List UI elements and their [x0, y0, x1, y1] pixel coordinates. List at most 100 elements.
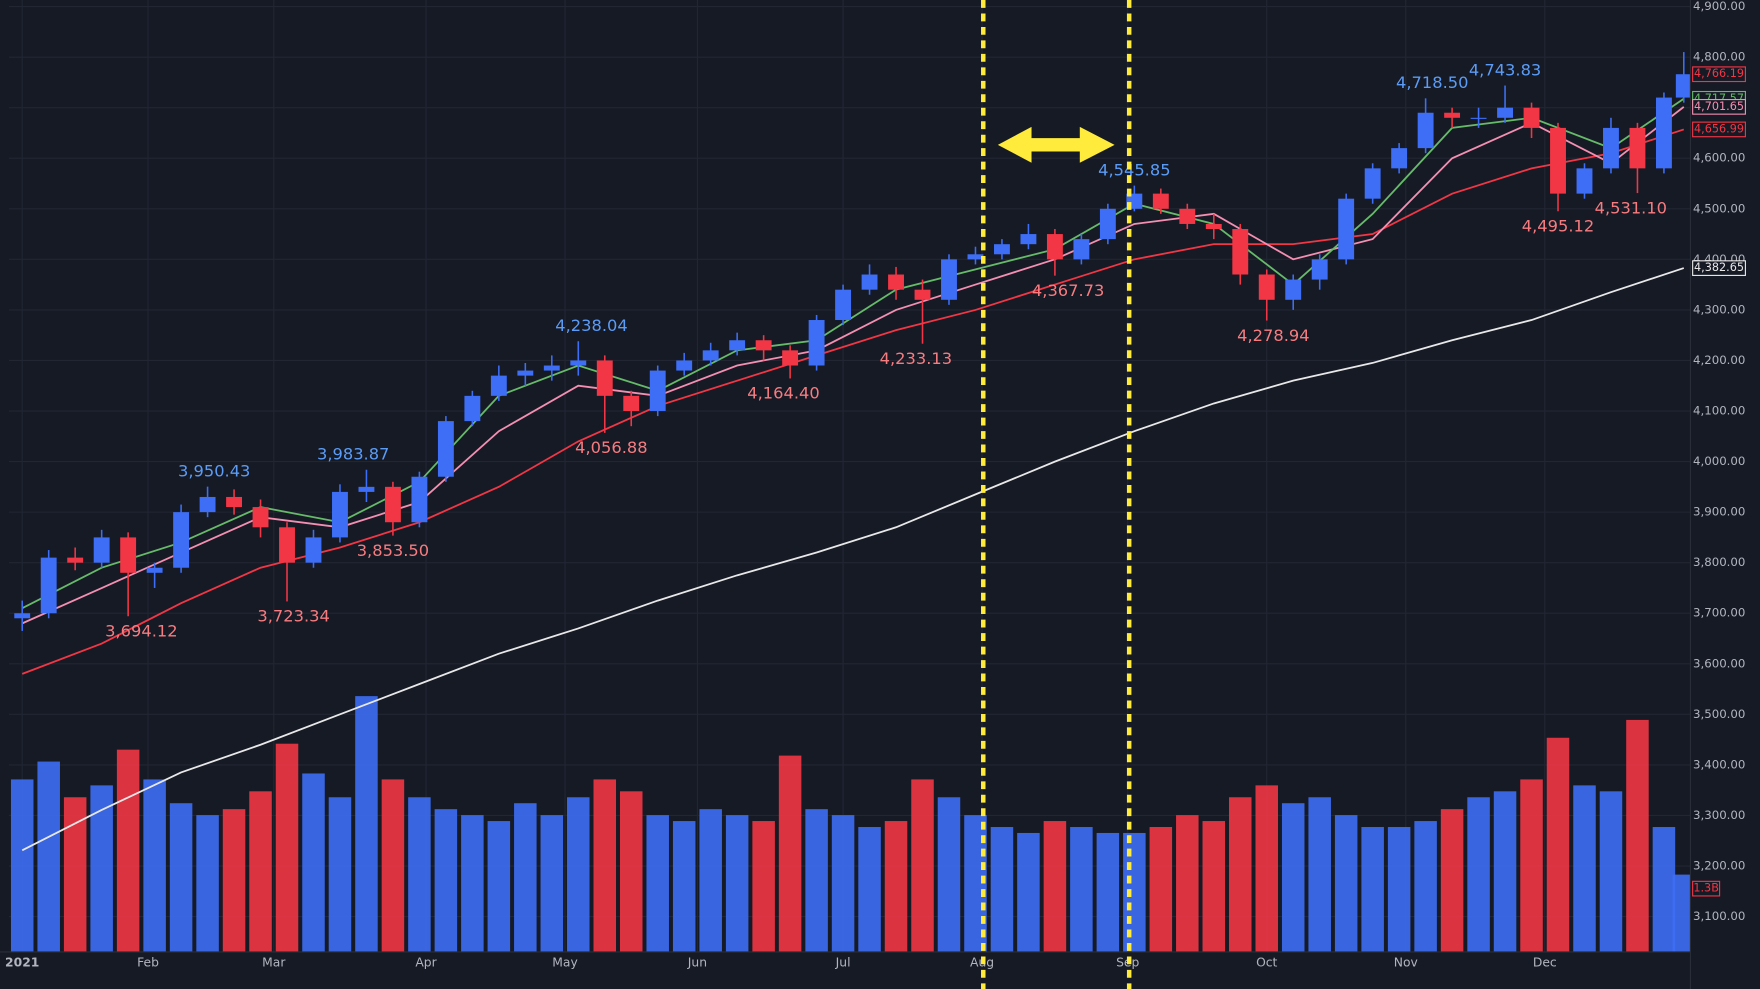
- high-label: 3,950.43: [178, 462, 250, 481]
- candle-body: [173, 512, 190, 568]
- candle-body: [1391, 148, 1408, 169]
- low-label: 4,233.13: [880, 349, 952, 368]
- volume-bar: [805, 809, 828, 952]
- x-tick-label: Jul: [835, 956, 851, 970]
- candle-body: [1417, 112, 1434, 149]
- volume-bar: [593, 779, 617, 952]
- candle-body: [226, 496, 242, 508]
- candle-body: [861, 274, 878, 290]
- candle-body: [1152, 193, 1169, 209]
- candle-body: [994, 244, 1010, 255]
- low-label: 4,164.40: [747, 384, 819, 403]
- candle-body: [782, 350, 799, 366]
- x-tick-label: May: [552, 956, 577, 970]
- moving-average-line: [21, 128, 1685, 675]
- price-label-box: [1692, 98, 1746, 115]
- low-label: 4,056.88: [575, 438, 647, 457]
- volume-bar: [169, 803, 193, 952]
- candle-body: [40, 557, 57, 614]
- volume-bar: [1308, 797, 1331, 952]
- price-label-box: [1692, 260, 1746, 276]
- volume-bar: [1229, 797, 1252, 952]
- candle-body: [623, 395, 640, 412]
- volume-bar: [1493, 791, 1517, 952]
- candle-body: [1576, 168, 1593, 194]
- x-tick-label: Feb: [137, 956, 159, 970]
- candle-body: [1046, 234, 1063, 260]
- candle-body: [755, 340, 772, 351]
- volume-bar: [434, 809, 458, 952]
- price-label: 4,382.65: [1694, 261, 1744, 274]
- candle-body: [1179, 208, 1196, 224]
- volume-bar: [752, 821, 775, 952]
- low-label: 4,495.12: [1522, 216, 1594, 235]
- volume-bar: [1573, 785, 1596, 952]
- candle-body: [888, 274, 904, 290]
- y-tick-label: 3,200.00: [1693, 859, 1745, 873]
- candle-body: [729, 340, 746, 351]
- x-tick-label: Oct: [1256, 956, 1277, 970]
- volume-bar: [514, 803, 537, 952]
- x-tick-label: Mar: [262, 956, 286, 970]
- y-tick-label: 4,000.00: [1693, 454, 1745, 468]
- double-arrow: [997, 126, 1115, 163]
- volume-bar: [567, 797, 590, 952]
- y-tick-label: 3,400.00: [1693, 757, 1745, 771]
- candle-body: [1675, 74, 1692, 98]
- price-label-box: [1692, 121, 1746, 138]
- candle-body: [676, 360, 693, 371]
- candle-body: [543, 365, 560, 371]
- volume-label-box: [1692, 880, 1721, 897]
- volume-bar: [63, 797, 87, 952]
- candle-body: [1470, 117, 1487, 119]
- candle-body: [384, 486, 401, 523]
- low-label: 4,367.73: [1032, 281, 1104, 300]
- volume-bar: [381, 779, 405, 952]
- volume-bar: [937, 797, 961, 952]
- volume-bar: [672, 821, 696, 952]
- candle-body: [1285, 279, 1302, 300]
- candle-body: [1020, 234, 1037, 245]
- y-tick-label: 3,100.00: [1693, 909, 1745, 923]
- y-tick-label: 3,900.00: [1693, 505, 1745, 519]
- volume-bar: [646, 815, 669, 952]
- candle-body: [252, 507, 269, 528]
- annotation-overlay: [981, 0, 1132, 989]
- candle-body: [146, 567, 163, 573]
- volume-bar: [1520, 779, 1543, 952]
- volume-bar: [1070, 827, 1093, 952]
- y-tick-label: 4,800.00: [1693, 50, 1745, 64]
- high-label: 4,718.50: [1396, 73, 1468, 92]
- low-label: 3,694.12: [105, 621, 177, 640]
- volume-bar: [778, 755, 802, 952]
- volume-bar: [196, 815, 219, 952]
- candle-body: [1311, 259, 1328, 280]
- volume-bar: [408, 797, 431, 952]
- price-label: 4,656.99: [1694, 122, 1744, 135]
- y-tick-label: 3,700.00: [1693, 606, 1745, 620]
- candle-body: [1444, 112, 1461, 118]
- low-label: 4,278.94: [1237, 326, 1309, 345]
- volume-bar: [1546, 737, 1570, 952]
- candle-body: [1550, 127, 1566, 194]
- volume-bar: [487, 821, 511, 952]
- volume-bar: [1440, 809, 1464, 952]
- y-tick-label: 4,600.00: [1693, 151, 1745, 165]
- candle-body: [120, 537, 137, 573]
- candle-body: [1629, 127, 1646, 169]
- candle-body: [464, 395, 481, 422]
- axes: 3,100.00 3,200.00 3,300.00 3,400.00 3,500.00…: [5, 0, 1746, 970]
- candle-body: [941, 259, 957, 300]
- high-label: 4,743.83: [1469, 60, 1541, 79]
- candle-body: [1258, 274, 1275, 300]
- moving-average-line: [21, 267, 1685, 852]
- volume-bar: [1281, 803, 1305, 952]
- y-tick-label: 4,200.00: [1693, 353, 1745, 367]
- high-label: 3,983.87: [317, 445, 389, 464]
- moving-average-line: [21, 98, 1685, 610]
- volume-bar: [725, 815, 749, 952]
- volume-bar: [990, 827, 1014, 952]
- x-tick-label: Nov: [1394, 956, 1418, 970]
- candle-body: [517, 370, 534, 376]
